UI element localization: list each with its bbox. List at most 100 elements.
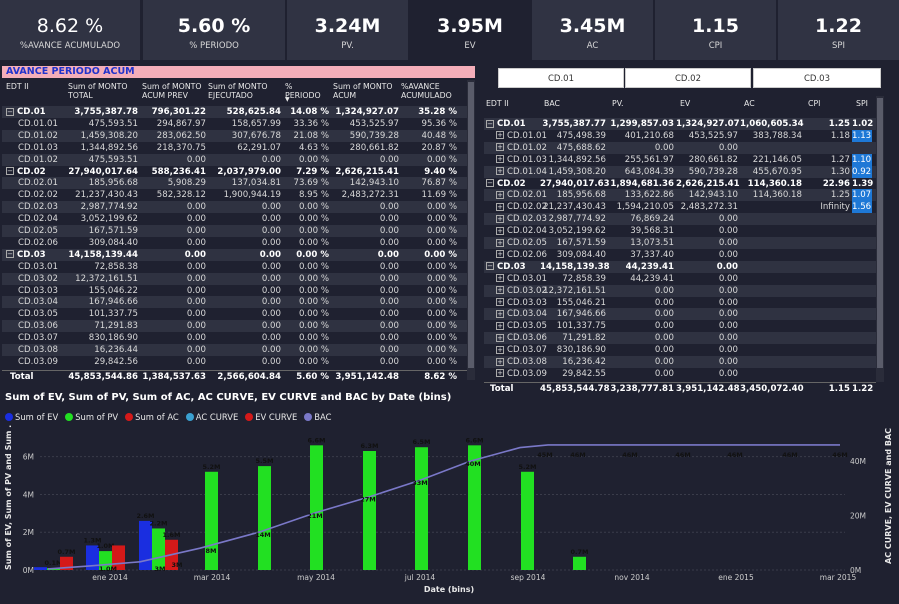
column-header[interactable]: Sum of MONTO ACUM PREV [142, 82, 202, 100]
column-header[interactable]: Sum of MONTO EJECUTADO [208, 82, 268, 100]
table-row[interactable]: + CD.03.02 12,372,161.51 0.00 0.00 [484, 284, 876, 297]
table-row[interactable]: CD.02.05 167,571.59 0.00 0.00 0.00 % 0.00 0.00… [2, 225, 467, 237]
tab-cd-01[interactable]: CD.01 [498, 68, 624, 88]
table-row[interactable]: + CD.03.01 72,858.39 44,239.41 0.00 [484, 273, 876, 285]
expand-icon[interactable]: + [496, 333, 504, 342]
expand-icon[interactable]: + [496, 321, 504, 330]
expand-icon[interactable]: + [496, 190, 504, 199]
column-header[interactable]: EDT II [6, 82, 29, 91]
table-row[interactable]: + CD.01.02 475,688.62 0.00 0.00 [484, 141, 876, 154]
bar-pv[interactable] [205, 471, 218, 570]
table-row[interactable]: CD.03.04 167,946.66 0.00 0.00 0.00 % 0.00 0.00… [2, 296, 467, 309]
left-table-scrollbar[interactable] [467, 80, 475, 380]
expand-icon[interactable]: + [496, 143, 504, 152]
legend-item[interactable]: AC CURVE [185, 412, 238, 422]
table-row[interactable]: CD.03.08 16,236.44 0.00 0.00 0.00 % 0.00 0.00 … [2, 344, 467, 356]
table-row[interactable]: CD.01.01 475,593.51 294,867.97 158,657.99 33… [2, 118, 467, 130]
expand-icon[interactable]: + [496, 238, 504, 247]
bar-pv[interactable] [468, 445, 481, 570]
expand-icon[interactable]: + [496, 309, 504, 318]
expand-icon[interactable]: + [496, 167, 504, 176]
table-row[interactable]: CD.02.01 185,956.68 5,908.29 137,034.81 73.6… [2, 177, 467, 190]
table-row[interactable]: + CD.01.03 1,344,892.56 255,561.97 280,661.8… [484, 153, 876, 166]
expand-icon[interactable]: + [496, 298, 504, 306]
left-table-scroll-thumb[interactable] [468, 82, 474, 368]
table-row[interactable]: + CD.01.04 1,459,308.20 643,084.39 590,739.2… [484, 165, 876, 178]
expand-icon[interactable]: + [496, 286, 504, 295]
table-row[interactable]: CD.03.09 29,842.56 0.00 0.00 0.00 % 0.00 0.00 … [2, 356, 467, 368]
expand-icon[interactable]: + [496, 357, 504, 366]
table-row[interactable]: + CD.02.02 21,237,430.43 1,594,210.05 2,483,… [484, 201, 876, 214]
table-row[interactable]: CD.02.02 21,237,430.43 582,328.12 1,900,944… [2, 189, 467, 201]
table-row[interactable]: + CD.03.06 71,291.82 0.00 0.00 [484, 332, 876, 345]
column-header[interactable]: Sum of MONTO ACUM [333, 82, 393, 100]
expand-icon[interactable]: + [496, 214, 504, 223]
table-row[interactable]: − CD.03 14,158,139.44 0.00 0.00 0.00 % 0.00 0.0… [2, 248, 467, 261]
legend-item[interactable]: EV CURVE [245, 412, 297, 422]
bar-pv[interactable] [573, 556, 586, 570]
bar-ev[interactable] [86, 545, 99, 570]
column-header[interactable]: EDT II [486, 99, 509, 108]
legend-item[interactable]: Sum of PV [65, 412, 118, 422]
bar-ev[interactable] [139, 520, 152, 570]
bar-pv[interactable] [258, 466, 271, 570]
column-header[interactable]: EV [680, 99, 691, 108]
expand-icon[interactable]: + [496, 274, 504, 283]
tab-cd-02[interactable]: CD.02 [625, 68, 751, 88]
expand-icon[interactable]: + [496, 202, 504, 211]
table-row[interactable]: + CD.03.07 830,186.90 0.00 0.00 [484, 344, 876, 356]
table-row[interactable]: CD.02.04 3,052,199.62 0.00 0.00 0.00 % 0.00 0.… [2, 213, 467, 225]
table-row[interactable]: + CD.03.05 101,337.75 0.00 0.00 [484, 320, 876, 332]
table-row[interactable]: − CD.03 14,158,139.38 44,239.41 0.00 [484, 260, 876, 273]
chart-legend[interactable]: Sum of EV Sum of PV Sum of AC AC CURVE EV CU… [5, 412, 338, 422]
expand-icon[interactable]: + [496, 345, 504, 354]
table-row[interactable]: − CD.02 27,940,017.63 1,894,681.36 2,626,215… [484, 178, 876, 190]
table-row[interactable]: CD.03.01 72,858.38 0.00 0.00 0.00 % 0.00 0.00 … [2, 261, 467, 273]
table-row[interactable]: + CD.02.03 2,987,774.92 76,869.24 0.00 [484, 213, 876, 226]
table-row[interactable]: + CD.02.05 167,571.59 13,073.51 0.00 [484, 237, 876, 249]
bar-pv[interactable] [363, 451, 376, 570]
column-header[interactable]: SPI [856, 99, 868, 108]
column-header[interactable]: %AVANCE ACUMULADO [401, 82, 452, 100]
table-row[interactable]: CD.01.02 475,593.51 0.00 0.00 0.00 % 0.00 0.00… [2, 153, 467, 166]
expand-icon[interactable]: + [496, 131, 504, 140]
bar-pv[interactable] [310, 445, 323, 570]
table-row[interactable]: CD.03.02 12,372,161.51 0.00 0.00 0.00 % 0.00 0… [2, 272, 467, 285]
table-row[interactable]: + CD.03.09 29,842.55 0.00 0.00 [484, 368, 876, 380]
table-row[interactable]: CD.02.06 309,084.40 0.00 0.00 0.00 % 0.00 0.00… [2, 237, 467, 249]
legend-item[interactable]: Sum of AC [125, 412, 179, 422]
expand-icon[interactable]: + [496, 369, 504, 378]
column-header[interactable]: CPI [808, 99, 821, 108]
table-row[interactable]: − CD.01 3,755,387.77 1,299,857.03 1,324,927.… [484, 118, 876, 130]
column-header[interactable]: PV. [612, 99, 624, 108]
table-row[interactable]: + CD.02.01 185,956.68 133,622.86 142,943.10 1… [484, 189, 876, 202]
collapse-icon[interactable]: − [6, 250, 14, 259]
table-row[interactable]: − CD.02 27,940,017.64 588,236.41 2,037,979.0… [2, 166, 467, 178]
table-row[interactable]: − CD.01 3,755,387.78 796,301.22 528,625.84 14… [2, 106, 467, 118]
table-row[interactable]: CD.03.03 155,046.22 0.00 0.00 0.00 % 0.00 0.00… [2, 285, 467, 297]
right-table-scroll-thumb[interactable] [877, 98, 883, 368]
bar-pv[interactable] [415, 447, 428, 570]
tab-cd-03[interactable]: CD.03 [753, 68, 881, 88]
table-row[interactable]: + CD.03.04 167,946.66 0.00 0.00 [484, 308, 876, 321]
column-header[interactable]: Sum of MONTO TOTAL [68, 82, 128, 100]
table-row[interactable]: CD.01.02 1,459,308.20 283,062.50 307,676.78… [2, 129, 467, 142]
collapse-icon[interactable]: − [486, 262, 494, 271]
collapse-icon[interactable]: − [486, 119, 494, 128]
table-row[interactable]: CD.03.06 71,291.83 0.00 0.00 0.00 % 0.00 0.00 … [2, 320, 467, 333]
table-row[interactable]: + CD.01.01 475,498.39 401,210.68 453,525.97 3… [484, 129, 876, 142]
expand-icon[interactable]: + [496, 250, 504, 259]
sort-desc-icon[interactable]: ▼ [285, 96, 290, 103]
legend-item[interactable]: Sum of EV [5, 412, 58, 422]
column-header[interactable]: % PERIODO [285, 82, 321, 100]
bar-ev[interactable] [34, 567, 47, 570]
table-row[interactable]: + CD.02.06 309,084.40 37,337.40 0.00 [484, 249, 876, 261]
table-row[interactable]: CD.03.07 830,186.90 0.00 0.00 0.00 % 0.00 0.00… [2, 332, 467, 344]
table-row[interactable]: CD.02.03 2,987,774.92 0.00 0.00 0.00 % 0.00 0.… [2, 201, 467, 214]
bar-pv[interactable] [152, 528, 165, 570]
expand-icon[interactable]: + [496, 155, 504, 164]
collapse-icon[interactable]: − [6, 167, 14, 175]
table-row[interactable]: CD.01.03 1,344,892.56 218,370.75 62,291.07 4… [2, 142, 467, 154]
right-table-scrollbar[interactable] [876, 96, 884, 382]
bar-pv[interactable] [521, 471, 534, 570]
